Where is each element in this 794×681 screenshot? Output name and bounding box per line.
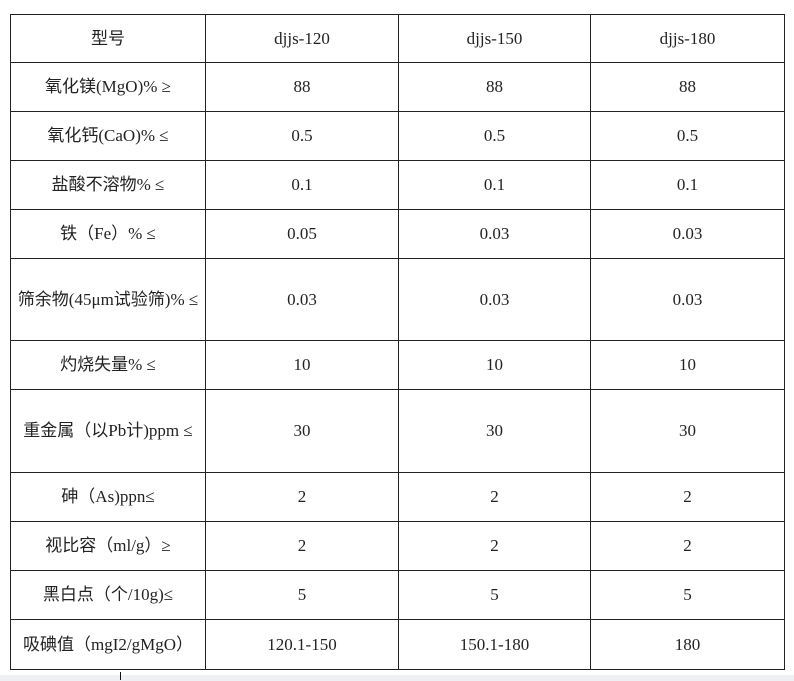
row-label: 氧化镁(MgO)% ≥ — [10, 62, 206, 112]
table-row: 灼烧失量% ≤10 10 10 — [10, 340, 785, 390]
value-cell: 150.1-180 — [398, 619, 591, 670]
value-cell: 0.5 — [590, 111, 785, 161]
value-cell: 0.1 — [205, 160, 399, 210]
table-row: 氧化钙(CaO)% ≤0.5 0.5 0.5 — [10, 111, 785, 161]
value-cell: 10 — [590, 340, 785, 390]
value-cell: 120.1-150 — [205, 619, 399, 670]
header-row: 型号 djjs-120 djjs-150 djjs-180 — [10, 14, 785, 63]
value-cell: 88 — [205, 62, 399, 112]
value-cell: 0.1 — [590, 160, 785, 210]
value-cell: 5 — [398, 570, 591, 620]
row-label: 砷（As)ppn≤ — [10, 472, 206, 522]
value-cell: 2 — [590, 521, 785, 571]
value-cell: 10 — [398, 340, 591, 390]
header-cell: djjs-180 — [590, 14, 785, 63]
row-label: 氧化钙(CaO)% ≤ — [10, 111, 206, 161]
header-cell: djjs-120 — [205, 14, 399, 63]
value-cell: 2 — [205, 521, 399, 571]
table-row: 砷（As)ppn≤ 2 2 2 — [10, 472, 785, 522]
table-row: 黑白点（个/10g)≤ 5 5 5 — [10, 570, 785, 620]
row-label: 视比容（ml/g）≥ — [10, 521, 206, 571]
value-cell: 2 — [590, 472, 785, 522]
value-cell: 0.5 — [205, 111, 399, 161]
value-cell: 0.03 — [205, 258, 399, 341]
table-row: 视比容（ml/g）≥ 2 2 2 — [10, 521, 785, 571]
row-label: 吸碘值（mgI2/gMgO） — [10, 619, 206, 670]
value-cell: 0.03 — [590, 209, 785, 259]
text-cursor — [120, 672, 121, 680]
row-label: 铁（Fe）% ≤ — [10, 209, 206, 259]
value-cell: 0.05 — [205, 209, 399, 259]
value-cell: 180 — [590, 619, 785, 670]
value-cell: 30 — [398, 389, 591, 473]
row-label: 黑白点（个/10g)≤ — [10, 570, 206, 620]
row-label: 筛余物(45μm试验筛)% ≤ — [10, 258, 206, 341]
table-row: 吸碘值（mgI2/gMgO） 120.1-150 150.1-180 180 — [10, 619, 785, 670]
row-label: 灼烧失量% ≤ — [10, 340, 206, 390]
value-cell: 2 — [205, 472, 399, 522]
table-row: 盐酸不溶物% ≤0.1 0.1 0.1 — [10, 160, 785, 210]
value-cell: 5 — [205, 570, 399, 620]
table-row: 氧化镁(MgO)% ≥88 88 88 — [10, 62, 785, 112]
table-row: 铁（Fe）% ≤0.05 0.03 0.03 — [10, 209, 785, 259]
value-cell: 88 — [590, 62, 785, 112]
row-label: 盐酸不溶物% ≤ — [10, 160, 206, 210]
spec-table: 型号 djjs-120 djjs-150 djjs-180 氧化镁(MgO)% … — [10, 14, 785, 670]
value-cell: 10 — [205, 340, 399, 390]
status-strip — [0, 675, 794, 681]
value-cell: 0.03 — [398, 209, 591, 259]
row-label: 重金属（以Pb计)ppm ≤ — [10, 389, 206, 473]
value-cell: 5 — [590, 570, 785, 620]
value-cell: 30 — [590, 389, 785, 473]
value-cell: 0.03 — [590, 258, 785, 341]
value-cell: 2 — [398, 472, 591, 522]
value-cell: 0.5 — [398, 111, 591, 161]
header-cell: 型号 — [10, 14, 206, 63]
value-cell: 0.03 — [398, 258, 591, 341]
header-cell: djjs-150 — [398, 14, 591, 63]
value-cell: 2 — [398, 521, 591, 571]
table-row: 重金属（以Pb计)ppm ≤30 30 30 — [10, 389, 785, 473]
value-cell: 88 — [398, 62, 591, 112]
table-row: 筛余物(45μm试验筛)% ≤0.03 0.03 0.03 — [10, 258, 785, 341]
value-cell: 30 — [205, 389, 399, 473]
value-cell: 0.1 — [398, 160, 591, 210]
